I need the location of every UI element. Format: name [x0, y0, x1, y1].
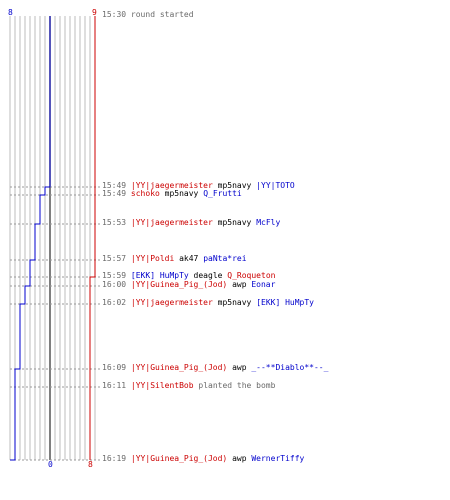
victim-name: Eonar	[251, 280, 276, 289]
red-start-count: 9	[92, 8, 97, 17]
victim-name: McFly	[256, 218, 281, 227]
killer-name: [EKK] HuMpTy	[130, 271, 189, 280]
weapon-name: awp	[232, 280, 247, 289]
event-message: planted the bomb	[198, 381, 276, 390]
alive-players-graph: 8 9 0 8	[8, 8, 100, 469]
killer-name: |YY|Poldi	[130, 254, 175, 263]
event-row: 15:59 [EKK] HuMpTy deagle Q_Roqueton	[102, 271, 275, 281]
victim-name: _--**Diablo**--_	[251, 363, 329, 372]
event-time: 15:49	[102, 189, 127, 198]
killer-name: |YY|Guinea_Pig_(Jod)	[130, 454, 228, 463]
killer-name: |YY|jaegermeister	[130, 298, 213, 307]
event-time: 16:19	[102, 454, 127, 463]
event-row: 16:11 |YY|SilentBob planted the bomb	[102, 381, 275, 391]
red-end-count: 8	[88, 460, 93, 469]
victim-name: |YY|TOTO	[256, 181, 295, 190]
event-row: 16:02 |YY|jaegermeister mp5navy [EKK] Hu…	[102, 298, 314, 308]
event-row: 15:49 |YY|jaegermeister mp5navy |YY|TOTO	[102, 181, 295, 191]
weapon-name: mp5navy	[217, 181, 252, 190]
event-time: 16:02	[102, 298, 127, 307]
killer-name: |YY|jaegermeister	[130, 181, 213, 190]
killer-name: |YY|Guinea_Pig_(Jod)	[130, 363, 228, 372]
victim-name: paNta*rei	[203, 254, 247, 263]
weapon-name: mp5navy	[217, 218, 252, 227]
event-row: 15:49 schoko mp5navy Q_Frutti	[102, 189, 242, 199]
killer-name: schoko	[130, 189, 160, 198]
event-row: 15:57 |YY|Poldi ak47 paNta*rei	[102, 254, 247, 264]
weapon-name: awp	[232, 363, 247, 372]
graph-grid	[9, 16, 96, 460]
blue-team-alive-line	[10, 16, 51, 461]
weapon-name: mp5navy	[164, 189, 199, 198]
weapon-name: awp	[232, 454, 247, 463]
weapon-name: mp5navy	[217, 298, 252, 307]
event-time: 15:49	[102, 181, 127, 190]
event-time: 15:30	[102, 10, 127, 19]
killer-name: |YY|SilentBob	[130, 381, 194, 390]
victim-name: WernerTiffy	[251, 454, 305, 463]
red-team-alive-line	[89, 16, 96, 460]
event-message: round started	[130, 10, 194, 19]
blue-start-count: 8	[8, 8, 13, 17]
event-row: 16:09 |YY|Guinea_Pig_(Jod) awp _--**Diab…	[102, 363, 328, 373]
event-time: 15:59	[102, 271, 127, 280]
weapon-name: ak47	[179, 254, 199, 263]
event-row: 16:00 |YY|Guinea_Pig_(Jod) awp Eonar	[102, 280, 275, 290]
event-guide-lines	[10, 186, 100, 461]
event-row: 15:53 |YY|jaegermeister mp5navy McFly	[102, 218, 280, 228]
event-row: 15:30 round started	[102, 10, 194, 20]
blue-end-count: 0	[48, 460, 53, 469]
event-time: 15:57	[102, 254, 127, 263]
event-time: 16:00	[102, 280, 127, 289]
event-time: 16:11	[102, 381, 127, 390]
weapon-name: deagle	[193, 271, 223, 280]
event-time: 15:53	[102, 218, 127, 227]
event-time: 16:09	[102, 363, 127, 372]
event-row: 16:19 |YY|Guinea_Pig_(Jod) awp WernerTif…	[102, 454, 304, 464]
killer-name: |YY|Guinea_Pig_(Jod)	[130, 280, 228, 289]
victim-name: Q_Roqueton	[227, 271, 276, 280]
killer-name: |YY|jaegermeister	[130, 218, 213, 227]
victim-name: [EKK] HuMpTy	[256, 298, 314, 307]
victim-name: Q_Frutti	[203, 189, 242, 198]
